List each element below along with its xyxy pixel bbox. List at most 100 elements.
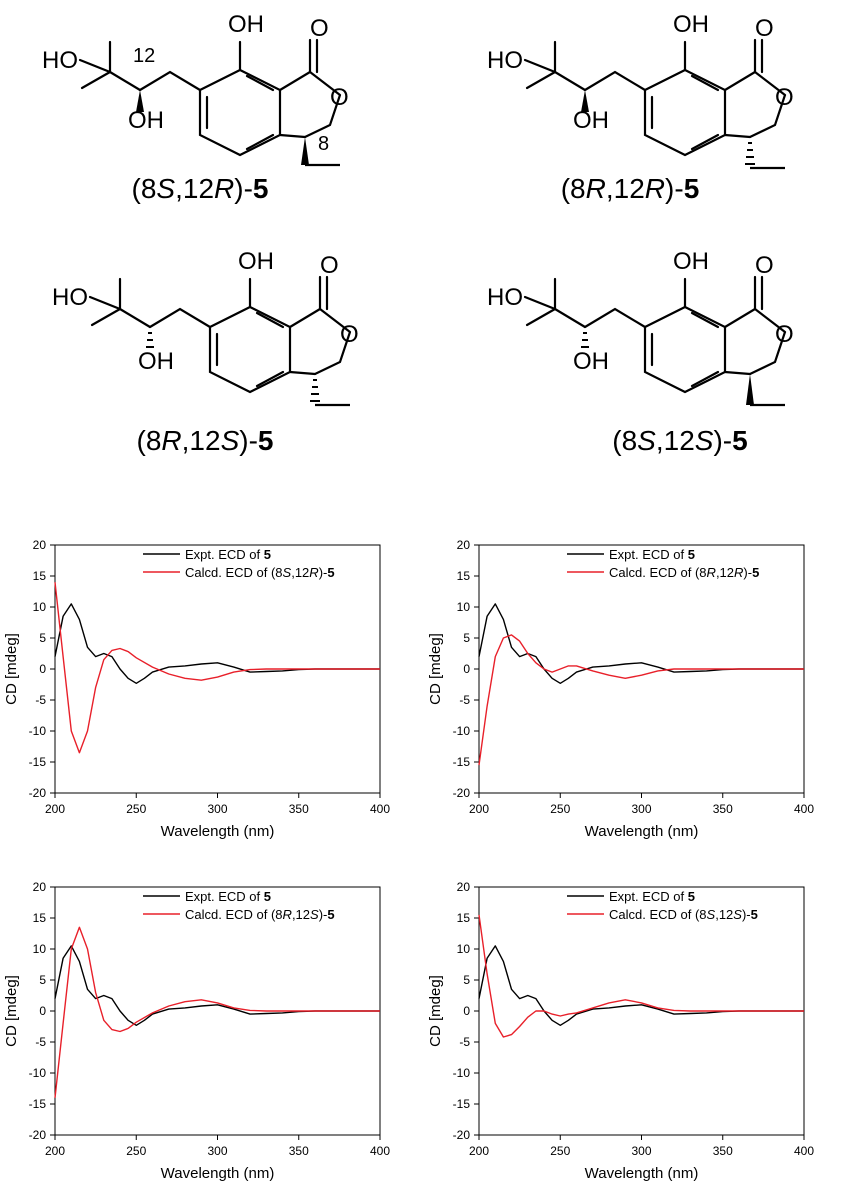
ecd-chart-8r12s: 200 250 300 350 400 -20 -15 -10 -5 0 5 10 15 20 Wavele…	[3, 880, 390, 1182]
expt-ecd-line	[54, 945, 380, 1026]
atom-o: O	[320, 252, 339, 279]
expt-ecd-line	[54, 603, 380, 684]
y-tick-label: -10	[29, 724, 47, 738]
calcd-ecd-line	[54, 582, 380, 754]
y-tick-label: 0	[39, 1004, 46, 1018]
ecd-chart-8s12r: 200 250 300 350 400 -20 -15 -10 -5 0 5 10 15 20 Wavele…	[3, 538, 390, 840]
y-tick-label: -10	[29, 1066, 47, 1080]
x-tick-label: 200	[45, 802, 65, 816]
y-tick-label: 10	[457, 600, 471, 614]
y-tick-label: -5	[35, 693, 46, 707]
x-tick-label: 350	[289, 802, 309, 816]
y-tick-label: -20	[453, 1128, 471, 1142]
stereo-label-8r12r: (8R,12R)-5	[561, 173, 700, 204]
legend-label: Calcd. ECD of (8S,12R)-5	[185, 565, 335, 580]
ecd-chart-8r12r: 200 250 300 350 400 -20 -15 -10 -5 0 5 10 15 20 Wavele…	[427, 538, 814, 840]
y-tick-label: 20	[457, 880, 471, 894]
y-tick-label: 15	[457, 911, 471, 925]
structure-8s12r: OH O O HO OH 12 8	[42, 11, 349, 167]
x-tick-label: 250	[126, 802, 146, 816]
locant-8: 8	[318, 133, 329, 155]
y-tick-label: 10	[33, 600, 47, 614]
x-tick-label: 300	[631, 802, 651, 816]
y-axis-label: CD [mdeg]	[3, 975, 20, 1047]
calcd-ecd-line	[54, 926, 380, 1098]
legend-label: Calcd. ECD of (8R,12R)-5	[609, 565, 759, 580]
legend-label: Expt. ECD of 5	[609, 889, 695, 904]
y-tick-label: 5	[39, 631, 46, 645]
legend-label: Expt. ECD of 5	[185, 547, 271, 562]
y-tick-label: 15	[33, 569, 47, 583]
x-tick-label: 400	[370, 802, 390, 816]
y-tick-label: 10	[33, 942, 47, 956]
x-tick-label: 200	[469, 802, 489, 816]
atom-o: O	[775, 84, 794, 111]
atom-o: O	[755, 15, 774, 42]
structure-8r12r: OH O O HO OH	[487, 11, 794, 170]
stereoisomer-structures: OH O O HO OH 12 8 OH O O HO OH OH	[42, 11, 794, 456]
structure-8s12s: OH O O HO OH	[487, 248, 794, 407]
x-tick-label: 200	[469, 1144, 489, 1158]
y-tick-label: 20	[457, 538, 471, 552]
atom-oh: OH	[228, 11, 264, 38]
locant-12: 12	[133, 45, 155, 67]
y-tick-label: -5	[459, 693, 470, 707]
stereo-label-8s12s: (8S,12S)-5	[612, 425, 747, 456]
y-tick-label: 0	[463, 662, 470, 676]
x-tick-label: 400	[370, 1144, 390, 1158]
y-tick-label: -5	[35, 1035, 46, 1049]
y-tick-label: 15	[33, 911, 47, 925]
y-tick-label: -20	[29, 1128, 47, 1142]
atom-o: O	[340, 321, 359, 348]
x-axis-label: Wavelength (nm)	[161, 823, 275, 840]
legend-label: Expt. ECD of 5	[609, 547, 695, 562]
atom-oh: OH	[573, 348, 609, 375]
y-tick-label: 15	[457, 569, 471, 583]
expt-ecd-line	[478, 603, 804, 684]
x-tick-label: 250	[550, 802, 570, 816]
atom-ho: HO	[42, 47, 78, 74]
structure-8r12s: OH O O HO OH	[52, 248, 359, 407]
x-axis-label: Wavelength (nm)	[161, 1165, 275, 1182]
legend-label: Calcd. ECD of (8S,12S)-5	[609, 907, 758, 922]
y-tick-label: 0	[463, 1004, 470, 1018]
y-axis-label: CD [mdeg]	[427, 975, 444, 1047]
y-tick-label: 10	[457, 942, 471, 956]
x-tick-label: 350	[289, 1144, 309, 1158]
y-tick-label: -15	[29, 755, 47, 769]
atom-o: O	[310, 15, 329, 42]
legend-label: Calcd. ECD of (8R,12S)-5	[185, 907, 335, 922]
y-tick-label: 5	[463, 631, 470, 645]
atom-ho: HO	[487, 47, 523, 74]
y-tick-label: -10	[453, 724, 471, 738]
stereo-label-8r12s: (8R,12S)-5	[137, 425, 274, 456]
y-tick-label: -20	[453, 786, 471, 800]
atom-oh: OH	[128, 107, 164, 134]
expt-ecd-line	[478, 945, 804, 1026]
stereo-label-8s12r: (8S,12R)-5	[132, 173, 269, 204]
y-tick-label: -15	[453, 1097, 471, 1111]
calcd-ecd-line	[478, 914, 804, 1038]
y-tick-label: 0	[39, 662, 46, 676]
x-tick-label: 250	[550, 1144, 570, 1158]
y-tick-label: -5	[459, 1035, 470, 1049]
atom-o: O	[755, 252, 774, 279]
y-axis-label: CD [mdeg]	[427, 633, 444, 705]
y-tick-label: 5	[463, 973, 470, 987]
atom-oh: OH	[138, 348, 174, 375]
y-tick-label: -20	[29, 786, 47, 800]
y-tick-label: 5	[39, 973, 46, 987]
x-tick-label: 400	[794, 1144, 814, 1158]
atom-oh: OH	[238, 248, 274, 275]
x-tick-label: 350	[713, 1144, 733, 1158]
x-tick-label: 300	[631, 1144, 651, 1158]
x-axis-label: Wavelength (nm)	[585, 1165, 699, 1182]
y-tick-label: -15	[453, 755, 471, 769]
x-tick-label: 250	[126, 1144, 146, 1158]
atom-oh: OH	[573, 107, 609, 134]
ecd-chart-8s12s: 200 250 300 350 400 -20 -15 -10 -5 0 5 10 15 20 Wavele…	[427, 880, 814, 1182]
x-tick-label: 300	[207, 802, 227, 816]
atom-oh: OH	[673, 11, 709, 38]
atom-o: O	[775, 321, 794, 348]
calcd-ecd-line	[478, 634, 804, 766]
